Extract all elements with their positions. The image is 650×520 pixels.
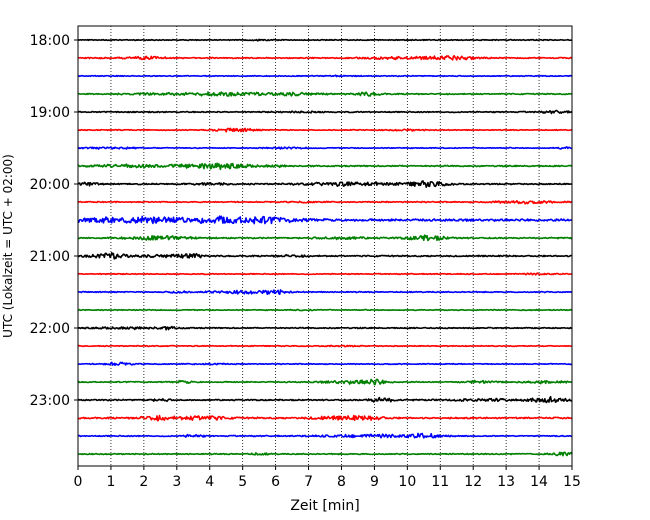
x-tick-label: 5: [238, 474, 247, 490]
seismogram-trace: [77, 451, 573, 457]
seismogram-trace: [77, 289, 573, 296]
x-tick-label: 14: [530, 474, 548, 490]
x-tick-label: 0: [74, 474, 83, 490]
seismogram-trace: [77, 361, 573, 367]
x-axis-label: Zeit [min]: [290, 498, 359, 514]
y-tick-label: 22:00: [30, 321, 70, 337]
x-tick-label: 2: [139, 474, 148, 490]
seismogram-trace: [77, 234, 573, 242]
seismogram-trace: [77, 199, 573, 205]
seismogram-trace: [77, 54, 573, 61]
y-tick-label: 23:00: [30, 393, 70, 409]
x-tick-label: 7: [304, 474, 313, 490]
seismogram-trace: [77, 344, 573, 348]
seismogram-trace: [77, 432, 572, 439]
x-tick-label: 9: [370, 474, 379, 490]
seismogram-trace: [77, 74, 573, 78]
seismogram-trace: [77, 91, 573, 97]
seismogram-trace: [77, 378, 573, 386]
seismogram-trace: [77, 215, 573, 225]
x-ticks: 0 1 2 3 4 5 6 7 8 9 10 11 12 13 14 15: [74, 466, 581, 490]
seismogram-trace: [77, 38, 573, 42]
y-tick-label: 19:00: [30, 105, 70, 121]
plot-frame: [77, 25, 573, 467]
x-tick-label: 11: [431, 474, 449, 490]
x-tick-label: 15: [563, 474, 581, 490]
seismogram-trace: [77, 272, 573, 276]
seismogram-trace: [77, 109, 573, 115]
y-axis-label: UTC (Lokalzeit = UTC + 02:00): [1, 154, 15, 338]
x-tick-label: 13: [497, 474, 515, 490]
y-tick-label: 20:00: [30, 177, 70, 193]
x-tick-label: 6: [271, 474, 280, 490]
x-tick-label: 10: [398, 474, 416, 490]
seismogram-trace: [77, 180, 573, 188]
x-tick-label: 8: [337, 474, 346, 490]
x-tick-label: 4: [205, 474, 214, 490]
y-ticks: 18:00 19:00 20:00 21:00 22:00 23:00: [30, 33, 78, 409]
traces: [77, 38, 573, 457]
x-tick-label: 1: [106, 474, 115, 490]
seismogram-trace: [77, 146, 573, 150]
x-tick-label: 3: [172, 474, 181, 490]
seismogram-trace: [77, 251, 573, 260]
seismogram-trace: [77, 325, 573, 331]
seismogram-trace: [77, 308, 573, 312]
seismogram-trace: [77, 127, 573, 133]
y-tick-label: 21:00: [30, 249, 70, 265]
seismogram-trace: [77, 414, 573, 422]
x-tick-label: 12: [464, 474, 482, 490]
seismogram-trace: [77, 162, 573, 171]
y-tick-label: 18:00: [30, 33, 70, 49]
seismogram-trace: [77, 395, 573, 404]
grid-lines: [110, 26, 540, 466]
